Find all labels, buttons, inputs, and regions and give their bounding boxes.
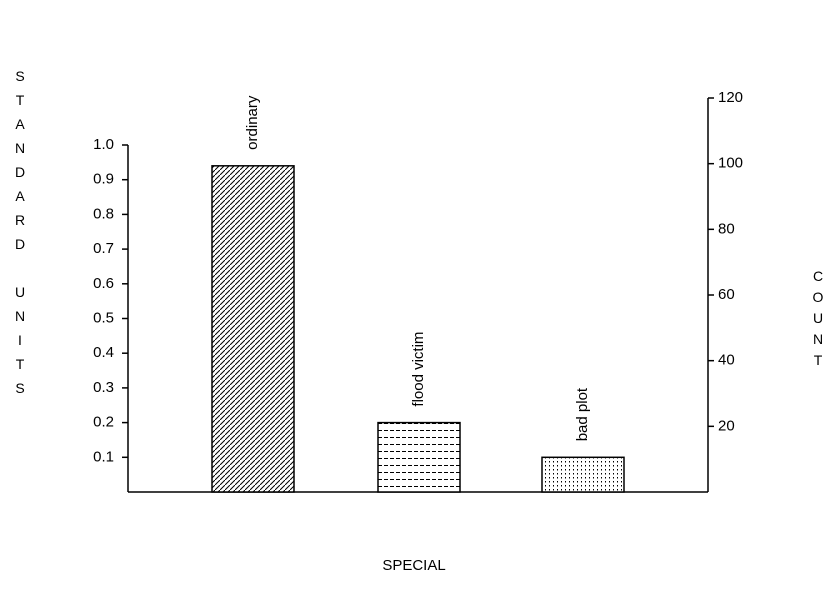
y-tick-label: 0.1 xyxy=(93,448,114,465)
y2-tick-label: 40 xyxy=(718,352,735,369)
bar xyxy=(377,421,461,493)
y2-axis-label: COUNT xyxy=(810,268,826,373)
y-tick-label: 0.4 xyxy=(93,344,114,361)
y-tick-label: 1.0 xyxy=(93,136,114,153)
x-axis-label: SPECIAL xyxy=(382,557,445,574)
y2-tick-label: 80 xyxy=(718,220,735,237)
bar xyxy=(541,456,625,493)
bar xyxy=(211,165,295,493)
y2-tick-label: 20 xyxy=(718,417,735,434)
y2-tick-label: 100 xyxy=(718,155,743,172)
bar-label: bad plot xyxy=(574,387,591,441)
bar-label: ordinary xyxy=(244,95,261,150)
y-tick-label: 0.7 xyxy=(93,240,114,257)
y2-tick-label: 120 xyxy=(718,89,743,106)
y-tick-label: 0.9 xyxy=(93,171,114,188)
y-tick-label: 0.8 xyxy=(93,205,114,222)
y-tick-label: 0.5 xyxy=(93,309,114,326)
y-tick-label: 0.6 xyxy=(93,275,114,292)
y2-tick-label: 60 xyxy=(718,286,735,303)
y-axis-label: STANDARD UNITS xyxy=(12,68,28,404)
y-tick-label: 0.2 xyxy=(93,414,114,431)
bar-label: flood victim xyxy=(410,332,427,407)
y-tick-label: 0.3 xyxy=(93,379,114,396)
